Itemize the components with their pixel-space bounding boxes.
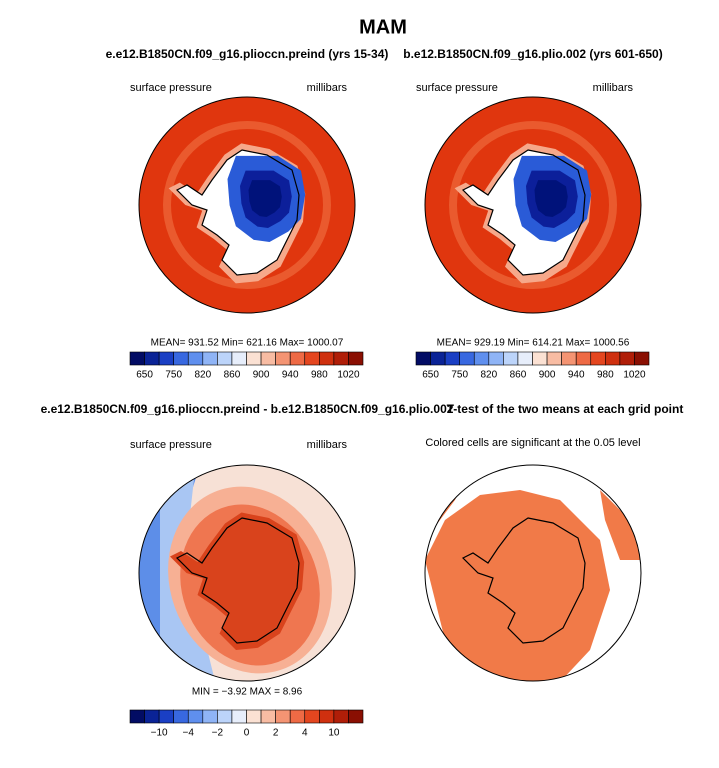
colorbar-label: −10 (151, 728, 168, 739)
colorbar-box (260, 351, 276, 366)
colorbar-label: −2 (212, 728, 224, 739)
left-label: surface pressure (416, 82, 498, 94)
colorbar-box (415, 351, 431, 366)
colorbar-box (430, 351, 446, 366)
colorbar-box (634, 351, 650, 366)
colorbar-box (605, 351, 621, 366)
colorbar-label: 650 (422, 370, 439, 381)
map-border (424, 96, 642, 314)
colorbar-box (202, 351, 218, 366)
panel-title: e.e12.B1850CN.f09_g16.plioccn.preind - b… (41, 402, 454, 416)
colorbar-box (348, 351, 364, 366)
colorbar-box (473, 351, 490, 366)
colorbar-box (158, 351, 174, 366)
colorbar-box (217, 709, 233, 724)
colorbar-box (217, 351, 233, 366)
colorbar-box (333, 351, 349, 366)
map-panel (425, 97, 641, 313)
colorbar-box (158, 709, 174, 724)
colorbar-box (173, 709, 189, 724)
right-label: millibars (307, 439, 348, 451)
colorbar-box (275, 351, 291, 366)
colorbar-box (488, 351, 504, 366)
stats: MEAN= 931.52 Min= 621.16 Max= 1000.07 (151, 338, 344, 349)
colorbar-label: 820 (480, 370, 497, 381)
colorbar-box (561, 351, 577, 366)
colorbar-label: 1020 (337, 370, 360, 381)
map-border (138, 464, 356, 682)
colorbar-box (187, 351, 204, 366)
left-label: surface pressure (130, 439, 212, 451)
colorbar-box (187, 709, 204, 724)
colorbar-label: 10 (328, 728, 340, 739)
colorbar-box (590, 351, 606, 366)
colorbar-box (517, 351, 533, 366)
map-border (424, 464, 642, 682)
colorbar-label: 2 (273, 728, 279, 739)
colorbar-label: 980 (597, 370, 614, 381)
map-panel (139, 97, 355, 313)
colorbar-box (289, 351, 306, 366)
colorbar-box (444, 351, 460, 366)
stats: MEAN= 929.19 Min= 614.21 Max= 1000.56 (437, 338, 630, 349)
left-label: surface pressure (130, 82, 212, 94)
colorbar-box (129, 709, 145, 724)
colorbar-box (319, 351, 335, 366)
colorbar-box (546, 351, 562, 366)
colorbar-label: 900 (253, 370, 270, 381)
map-panel (139, 465, 355, 681)
colorbar-label: 860 (510, 370, 527, 381)
colorbar-label: 940 (282, 370, 299, 381)
panel-title: T-test of the two means at each grid poi… (447, 402, 684, 416)
colorbar-label: 650 (136, 370, 153, 381)
colorbar-box (246, 709, 262, 724)
colorbar-box (275, 709, 291, 724)
colorbar-box (459, 351, 475, 366)
colorbar-label: 0 (244, 728, 250, 739)
colorbar-label: 940 (568, 370, 585, 381)
colorbar-box (304, 709, 320, 724)
colorbar-box (231, 709, 247, 724)
colorbar-box (575, 351, 592, 366)
panel-title: b.e12.B1850CN.f09_g16.plio.002 (yrs 601-… (403, 47, 662, 61)
colorbar-box (144, 351, 160, 366)
colorbar-box (333, 709, 349, 724)
colorbar-label: 750 (451, 370, 468, 381)
panel-title: e.e12.B1850CN.f09_g16.plioccn.preind (yr… (106, 47, 389, 61)
colorbar-box (289, 709, 306, 724)
colorbar-box (173, 351, 189, 366)
colorbar-box (503, 351, 519, 366)
colorbar-label: 980 (311, 370, 328, 381)
colorbar-box (260, 709, 276, 724)
right-label: millibars (307, 82, 348, 94)
stats: MIN = −3.92 MAX = 8.96 (192, 687, 303, 698)
colorbar-box (129, 351, 145, 366)
colorbar-label: 860 (224, 370, 241, 381)
right-label: millibars (593, 82, 634, 94)
colorbar-label: −4 (183, 728, 195, 739)
colorbar-label: 820 (194, 370, 211, 381)
colorbar-box (348, 709, 364, 724)
colorbar-box (319, 709, 335, 724)
colorbar-box (144, 709, 160, 724)
colorbar-label: 1020 (623, 370, 646, 381)
colorbar-label: 750 (165, 370, 182, 381)
colorbar-box (304, 351, 320, 366)
note: Colored cells are significant at the 0.0… (425, 437, 640, 449)
map-border (138, 96, 356, 314)
colorbar-label: 4 (302, 728, 308, 739)
colorbar-box (246, 351, 262, 366)
colorbar-box (231, 351, 247, 366)
colorbar-box (202, 709, 218, 724)
colorbar-label: 900 (539, 370, 556, 381)
colorbar-box (532, 351, 548, 366)
figure-title: MAM (359, 16, 407, 38)
colorbar-box (619, 351, 635, 366)
